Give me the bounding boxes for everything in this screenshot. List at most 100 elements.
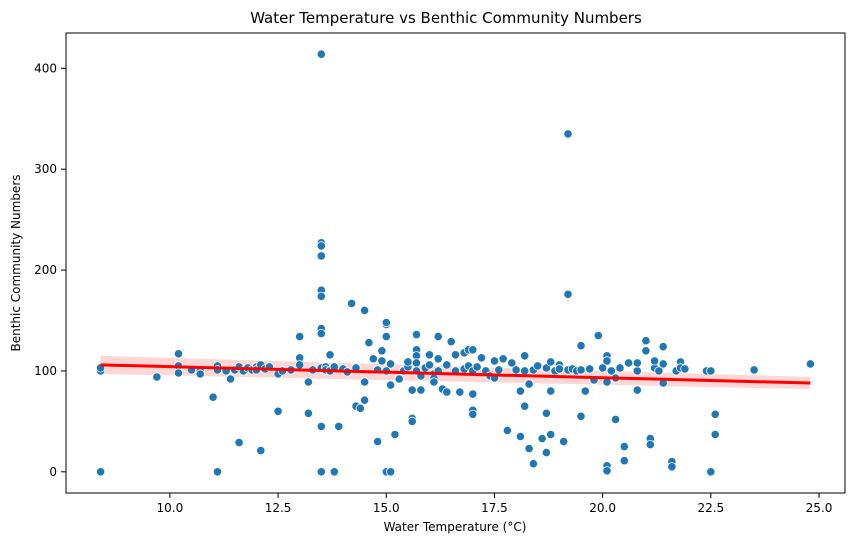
data-point bbox=[632, 385, 642, 395]
y-tick-label: 100 bbox=[34, 364, 57, 378]
data-point bbox=[316, 467, 326, 477]
data-point bbox=[563, 129, 573, 139]
data-point bbox=[377, 346, 387, 356]
data-point bbox=[641, 336, 651, 346]
data-point bbox=[654, 366, 664, 376]
data-point bbox=[424, 350, 435, 360]
data-point bbox=[641, 346, 651, 356]
data-point bbox=[152, 372, 162, 382]
data-point bbox=[295, 331, 305, 342]
data-point bbox=[212, 467, 223, 477]
data-point bbox=[442, 387, 452, 397]
data-point bbox=[606, 366, 616, 376]
data-point bbox=[316, 421, 326, 431]
data-point bbox=[468, 409, 478, 419]
data-point bbox=[433, 354, 443, 364]
data-point bbox=[563, 289, 573, 299]
data-point bbox=[528, 459, 539, 469]
data-point bbox=[546, 357, 556, 367]
data-point bbox=[706, 366, 716, 376]
data-point bbox=[372, 436, 383, 447]
data-point bbox=[576, 411, 586, 421]
data-point bbox=[489, 356, 500, 366]
data-point bbox=[346, 298, 357, 308]
data-point bbox=[597, 363, 608, 373]
data-point bbox=[225, 374, 236, 384]
x-tick-label: 22.5 bbox=[697, 501, 724, 515]
data-point bbox=[494, 365, 504, 375]
data-point bbox=[173, 349, 184, 359]
y-tick-label: 0 bbox=[49, 465, 57, 479]
data-point bbox=[710, 429, 720, 440]
data-point bbox=[541, 408, 552, 418]
data-point bbox=[316, 241, 326, 251]
data-point bbox=[632, 366, 642, 376]
data-point bbox=[805, 359, 816, 369]
data-point bbox=[359, 377, 370, 387]
data-point bbox=[394, 374, 404, 384]
y-axis-ticks: 0 100 200 300 400 bbox=[34, 61, 66, 479]
data-point bbox=[403, 357, 413, 367]
data-point bbox=[96, 467, 106, 477]
data-point bbox=[576, 365, 586, 375]
data-point bbox=[208, 392, 218, 402]
data-point bbox=[334, 421, 344, 431]
data-point bbox=[364, 338, 374, 348]
data-point bbox=[658, 359, 668, 369]
data-point bbox=[559, 436, 569, 447]
data-point bbox=[502, 425, 512, 436]
data-point bbox=[585, 364, 595, 374]
y-tick-label: 200 bbox=[34, 263, 57, 277]
x-axis-ticks: 10.0 12.5 15.0 17.5 20.0 22.5 25.0 bbox=[157, 493, 832, 515]
data-point bbox=[632, 358, 642, 368]
data-point bbox=[407, 416, 417, 426]
data-point bbox=[533, 361, 543, 371]
data-point bbox=[424, 360, 435, 370]
data-point bbox=[680, 364, 690, 374]
data-point bbox=[416, 385, 426, 395]
y-tick-label: 300 bbox=[34, 162, 57, 176]
data-point bbox=[446, 337, 456, 347]
data-point bbox=[520, 401, 530, 411]
data-point bbox=[593, 330, 603, 341]
data-point bbox=[520, 351, 530, 361]
x-tick-label: 17.5 bbox=[481, 501, 508, 515]
chart-title: Water Temperature vs Benthic Community N… bbox=[250, 9, 642, 27]
data-point bbox=[507, 358, 517, 368]
data-point bbox=[541, 447, 552, 458]
data-point bbox=[537, 433, 547, 444]
data-point bbox=[385, 380, 396, 390]
data-point bbox=[649, 356, 660, 366]
data-point bbox=[667, 462, 677, 472]
plot-frame bbox=[65, 32, 846, 494]
data-point bbox=[511, 365, 521, 375]
data-point bbox=[623, 358, 634, 368]
data-point bbox=[615, 363, 625, 373]
data-point bbox=[295, 360, 305, 370]
data-point bbox=[195, 369, 205, 379]
data-point bbox=[368, 354, 378, 364]
data-point bbox=[455, 387, 465, 397]
data-point bbox=[468, 389, 478, 399]
data-point bbox=[710, 409, 720, 419]
data-point bbox=[515, 386, 526, 396]
data-point bbox=[619, 441, 629, 452]
data-point bbox=[316, 291, 326, 301]
data-point bbox=[329, 467, 339, 477]
data-point bbox=[359, 395, 370, 405]
data-point bbox=[576, 341, 586, 351]
data-point bbox=[381, 317, 391, 328]
data-point bbox=[316, 49, 326, 59]
x-tick-label: 10.0 bbox=[157, 501, 184, 515]
data-point bbox=[173, 368, 184, 378]
data-points-layer bbox=[96, 49, 816, 477]
data-point bbox=[580, 386, 590, 396]
data-point bbox=[411, 329, 422, 340]
data-point bbox=[325, 350, 335, 360]
data-point bbox=[546, 386, 556, 396]
data-point bbox=[377, 356, 387, 366]
x-tick-label: 15.0 bbox=[373, 501, 400, 515]
data-point bbox=[524, 379, 534, 389]
data-point bbox=[407, 385, 417, 395]
